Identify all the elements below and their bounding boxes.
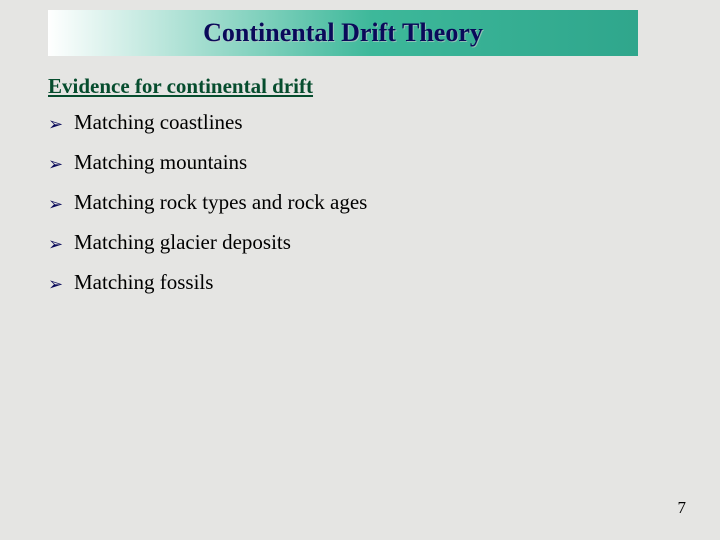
list-item: ➢ Matching coastlines	[48, 110, 648, 135]
arrow-bullet-icon: ➢	[48, 275, 74, 293]
list-item-text: Matching fossils	[74, 270, 213, 295]
page-number: 7	[678, 498, 687, 518]
list-item: ➢ Matching mountains	[48, 150, 648, 175]
slide-title: Continental Drift Theory	[203, 18, 483, 48]
arrow-bullet-icon: ➢	[48, 155, 74, 173]
list-item: ➢ Matching glacier deposits	[48, 230, 648, 255]
list-item-text: Matching glacier deposits	[74, 230, 291, 255]
list-item: ➢ Matching rock types and rock ages	[48, 190, 648, 215]
arrow-bullet-icon: ➢	[48, 235, 74, 253]
list-item-text: Matching coastlines	[74, 110, 243, 135]
arrow-bullet-icon: ➢	[48, 195, 74, 213]
list-item-text: Matching rock types and rock ages	[74, 190, 367, 215]
bullet-list: ➢ Matching coastlines ➢ Matching mountai…	[48, 110, 648, 310]
list-item: ➢ Matching fossils	[48, 270, 648, 295]
arrow-bullet-icon: ➢	[48, 115, 74, 133]
title-bar: Continental Drift Theory	[48, 10, 638, 56]
list-item-text: Matching mountains	[74, 150, 247, 175]
subheading: Evidence for continental drift	[48, 74, 313, 99]
